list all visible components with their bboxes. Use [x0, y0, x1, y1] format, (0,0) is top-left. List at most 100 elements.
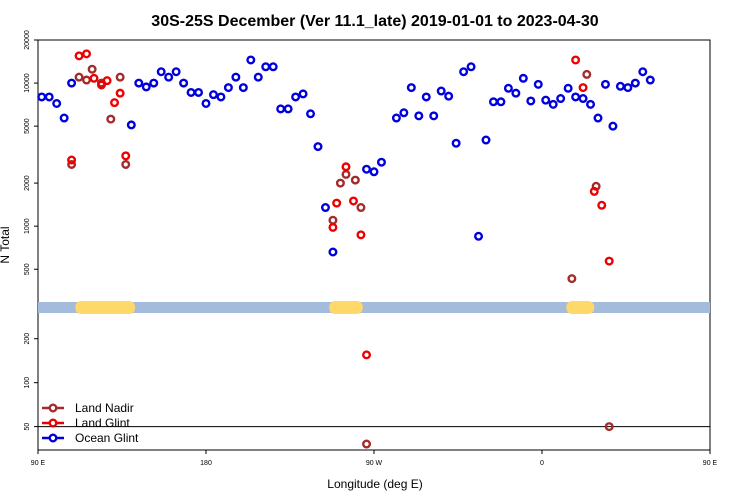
land-glint-point [571, 55, 581, 65]
land-glint-point [82, 49, 92, 59]
ocean-glint-point [186, 87, 196, 97]
ocean-glint-point [526, 96, 536, 106]
ocean-glint-point [518, 73, 528, 83]
ocean-glint-point [164, 72, 174, 82]
ocean-glint-point [141, 82, 151, 92]
land-glint-point [74, 51, 84, 61]
ocean-glint-point [306, 109, 316, 119]
legend-marker [48, 433, 58, 443]
ocean-glint-point [298, 89, 308, 99]
land-nadir-point [82, 75, 92, 85]
ocean-glint-point [52, 98, 62, 108]
ocean-glint-point [67, 78, 77, 88]
land-nadir-point [335, 178, 345, 188]
legend-marker [48, 418, 58, 428]
ocean-glint-point [268, 62, 278, 72]
y-tick-label: 100 [24, 377, 31, 389]
y-tick-label: 200 [24, 333, 31, 345]
ocean-glint-point [533, 79, 543, 89]
land-nadir-point [87, 64, 97, 74]
ocean-glint-point [429, 111, 439, 121]
ocean-glint-point [488, 97, 498, 107]
land-ocean-band [38, 301, 710, 314]
y-tick-label: 10000 [24, 73, 31, 93]
ocean-glint-point [391, 113, 401, 123]
ocean-glint-point [253, 72, 263, 82]
land-glint-point [121, 151, 131, 161]
ocean-glint-point [179, 78, 189, 88]
land-glint-point [110, 98, 120, 108]
land-nadir-point [328, 215, 338, 225]
chart-title: 30S-25S December (Ver 11.1_late) 2019-01… [151, 13, 599, 30]
ocean-glint-point [503, 83, 513, 93]
x-tick-label: 90 W [366, 460, 383, 467]
ocean-glint-point [208, 90, 218, 100]
ocean-glint-point [369, 167, 379, 177]
ocean-glint-point [376, 157, 386, 167]
ocean-glint-point [593, 113, 603, 123]
ocean-glint-point [201, 98, 211, 108]
ocean-glint-point [231, 72, 241, 82]
ocean-glint-point [548, 99, 558, 109]
ocean-glint-point [156, 67, 166, 77]
ocean-glint-point [578, 94, 588, 104]
x-tick-label: 180 [200, 460, 212, 467]
ocean-glint-point [608, 121, 618, 131]
axes: 90 E 180 90 W 0 90 E 500 1000 2000 5000 10000 2000… [24, 30, 718, 467]
ocean-glint-point [481, 135, 491, 145]
ocean-glint-point [615, 81, 625, 91]
legend-label: Land Glint [75, 416, 130, 430]
land-glint-point [332, 198, 342, 208]
ocean-glint-point [414, 111, 424, 121]
land-glint-point [597, 200, 607, 210]
land-nadir-point [356, 203, 366, 213]
land-nadir-point [582, 69, 592, 79]
land-glint-point [115, 88, 125, 98]
land-glint-point [102, 76, 112, 86]
ocean-glint-point [261, 62, 271, 72]
y-tick-label: 500 [24, 263, 31, 275]
ocean-glint-point [496, 97, 506, 107]
land-nadir-point [604, 422, 614, 432]
x-axis-label: Longitude (deg E) [327, 477, 422, 491]
land-nadir-point [121, 159, 131, 169]
land-glint-point [578, 83, 588, 93]
ocean-glint-point [223, 83, 233, 93]
y-axis-label: N Total [0, 226, 12, 263]
y-tick-label: 2000 [24, 175, 31, 191]
ocean-glint-point [283, 104, 293, 114]
y-tick-label: 20000 [24, 30, 31, 50]
land-glint-point [96, 80, 106, 90]
land-band-segment [566, 301, 595, 314]
ocean-glint-point [444, 91, 454, 101]
ocean-glint-point [421, 92, 431, 102]
land-glint-point [89, 73, 99, 83]
ocean-glint-point [459, 67, 469, 77]
land-nadir-point [115, 72, 125, 82]
x-tick-label: 90 E [31, 460, 46, 467]
land-nadir-point [74, 72, 84, 82]
ocean-glint-point [623, 83, 633, 93]
land-nadir-point [67, 159, 77, 169]
land-glint-point [589, 186, 599, 196]
ocean-glint-point [44, 92, 54, 102]
ocean-glint-point [328, 247, 338, 257]
land-nadir-point [350, 175, 360, 185]
land-nadir-point [106, 114, 116, 124]
ocean-glint-point [238, 83, 248, 93]
y-tick-label: 50 [24, 423, 31, 431]
ocean-glint-point [586, 99, 596, 109]
land-band-segment [329, 301, 363, 314]
legend-marker [48, 403, 58, 413]
land-glint-point [604, 256, 614, 266]
ocean-glint-point [451, 138, 461, 148]
ocean-glint-point [556, 94, 566, 104]
ocean-glint-point [406, 83, 416, 93]
ocean-band [38, 302, 710, 313]
ocean-glint-point [276, 104, 286, 114]
ocean-glint-point [320, 203, 330, 213]
ocean-glint-point [134, 78, 144, 88]
x-tick-label: 0 [540, 460, 544, 467]
ocean-glint-point [291, 92, 301, 102]
